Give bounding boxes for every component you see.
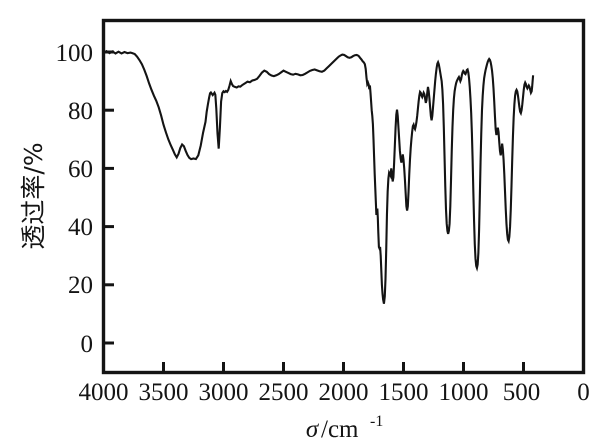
x-tick-label-4000: 4000 (79, 379, 129, 406)
y-tick-label-60: 60 (68, 156, 93, 183)
x-tick-label-2500: 2500 (259, 379, 309, 406)
x-axis-title-symbol: σ (306, 416, 320, 443)
x-axis-ticks (102, 362, 585, 373)
x-axis-title: σ /cm -1 (306, 413, 384, 443)
y-tick-label-20: 20 (68, 272, 93, 299)
x-tick-label-3000: 3000 (199, 379, 249, 406)
x-tick-label-500: 500 (503, 379, 541, 406)
y-tick-label-80: 80 (68, 98, 93, 125)
x-tick-label-3500: 3500 (139, 379, 189, 406)
y-axis-title: 透过率/% (19, 142, 48, 249)
x-axis-title-exponent: -1 (370, 413, 383, 430)
y-tick-label-100: 100 (56, 40, 94, 67)
x-axis-tick-labels: 4000 3500 3000 2500 2000 1500 1000 500 0 (79, 379, 590, 406)
y-axis-tick-labels: 100 80 60 40 20 0 (56, 40, 94, 358)
y-tick-label-0: 0 (81, 331, 94, 358)
spectrum-line (102, 49, 535, 304)
y-tick-label-40: 40 (68, 214, 93, 241)
x-tick-label-1500: 1500 (379, 379, 429, 406)
x-tick-label-2000: 2000 (319, 379, 369, 406)
x-tick-label-1000: 1000 (439, 379, 489, 406)
x-tick-label-0: 0 (577, 379, 590, 406)
x-axis-title-unit: /cm (321, 416, 359, 443)
